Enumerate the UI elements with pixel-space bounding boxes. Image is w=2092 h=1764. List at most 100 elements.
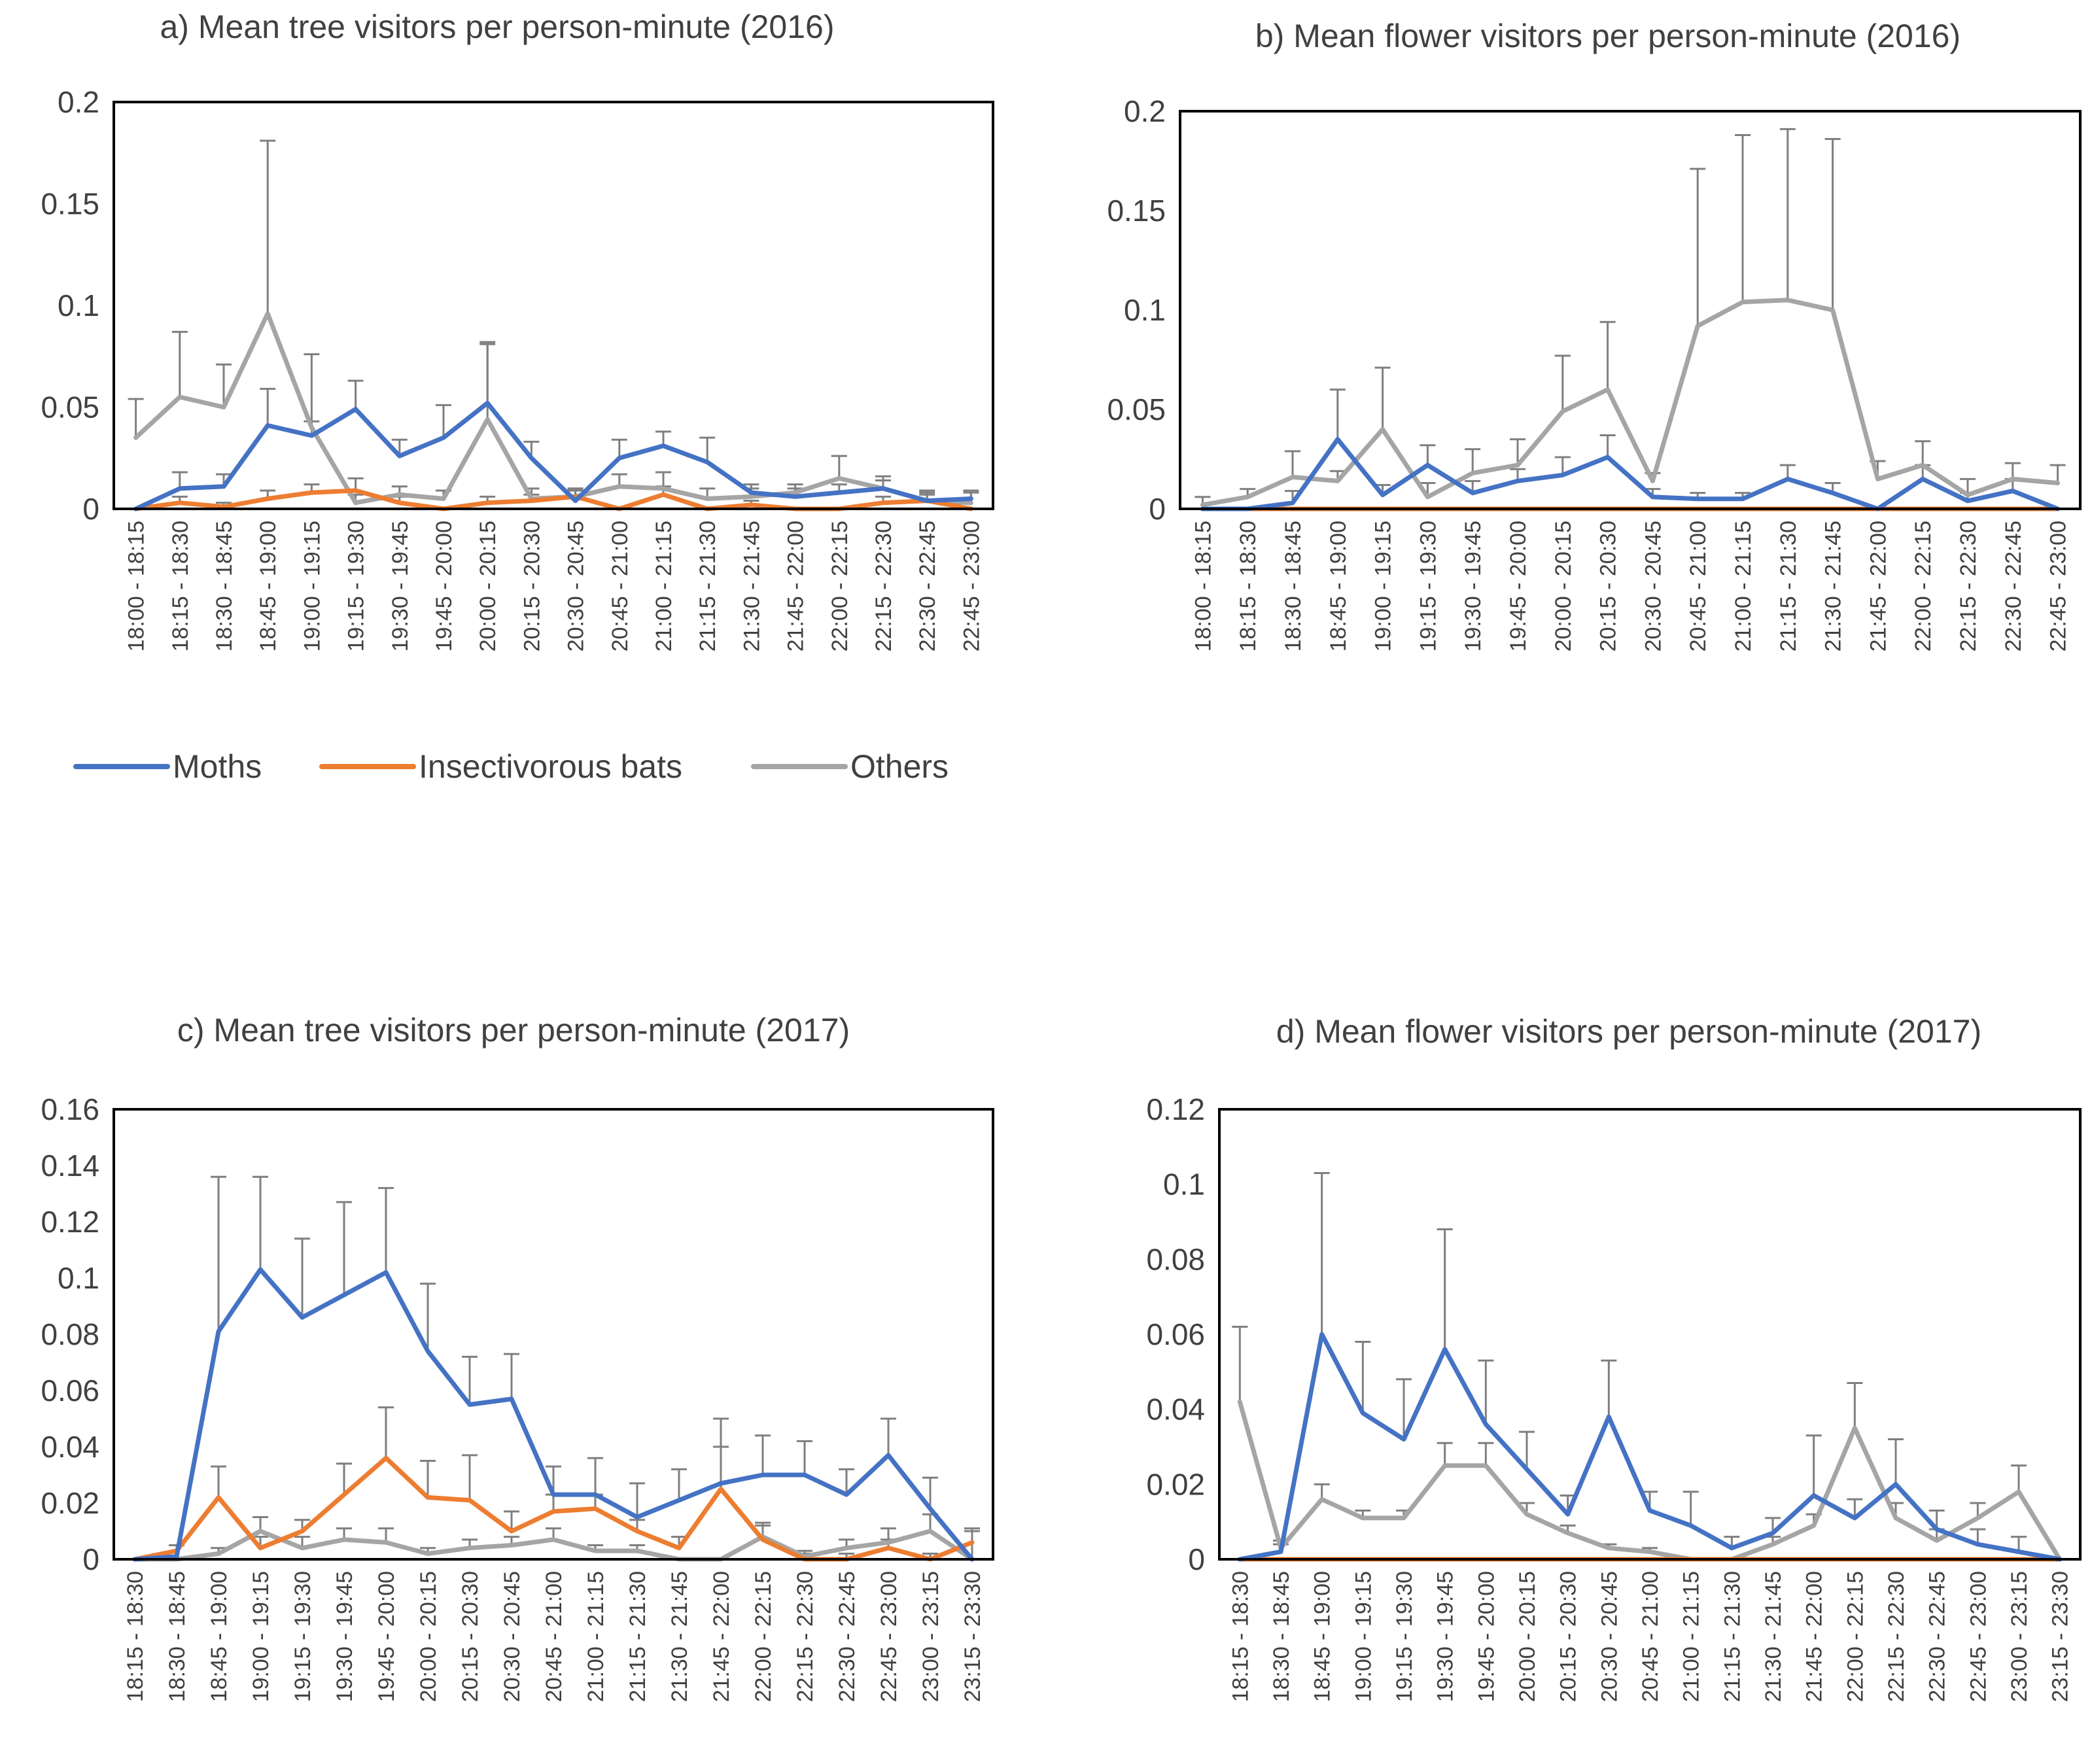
x-tick-label: 21:30 - 21:45	[1821, 521, 1846, 651]
x-tick-label: 19:00 - 19:15	[1371, 521, 1396, 651]
chart-title: b) Mean flower visitors per person-minut…	[1255, 18, 1961, 54]
plot-area-border	[1179, 110, 2082, 510]
y-tick-label: 0.14	[41, 1149, 99, 1183]
legend: Moths Insectivorous bats Others	[73, 748, 949, 785]
x-tick-label: 22:00 - 22:15	[828, 521, 852, 651]
x-tick-label: 21:00 - 21:15	[1731, 521, 1756, 651]
x-tick-label: 18:45 - 19:00	[1326, 521, 1351, 651]
x-tick-label: 22:30 - 22:45	[915, 521, 940, 651]
x-tick-label: 22:15 - 22:30	[1956, 521, 1981, 651]
series-line-moths	[1237, 1332, 2063, 1562]
chart-title: d) Mean flower visitors per person-minut…	[1276, 1013, 1981, 1050]
plot-area-border	[113, 1108, 994, 1561]
x-tick-label: 19:15 - 19:30	[344, 521, 369, 651]
x-tick-label: 20:30 - 20:45	[1641, 521, 1665, 651]
x-tick-label: 22:30 - 22:45	[1925, 1571, 1950, 1702]
x-tick-label: 18:45 - 19:00	[256, 521, 281, 651]
chart-panel-a: a) Mean tree visitors per person-minute …	[41, 9, 994, 651]
x-tick-label: 21:30 - 21:45	[1761, 1571, 1786, 1702]
y-tick-label: 0.05	[1107, 392, 1166, 426]
y-tick-label: 0	[82, 1542, 99, 1576]
x-tick-label: 18:45 - 19:00	[1310, 1571, 1335, 1702]
y-tick-label: 0.15	[1107, 194, 1166, 228]
x-tick-label: 21:00 - 21:15	[652, 521, 676, 651]
chart-panel-d: d) Mean flower visitors per person-minut…	[1146, 1013, 2082, 1702]
y-tick-label: 0.05	[41, 390, 99, 424]
x-tick-label: 22:30 - 22:45	[835, 1571, 860, 1702]
x-tick-label: 21:00 - 21:15	[584, 1571, 608, 1702]
y-tick-label: 0.02	[1146, 1467, 1205, 1501]
legend-label: Insectivorous bats	[419, 748, 682, 785]
y-tick-label: 0	[82, 492, 99, 526]
x-tick-label: 22:00 - 22:15	[1911, 521, 1936, 651]
y-tick-label: 0	[1188, 1542, 1205, 1576]
x-tick-label: 19:30 - 19:45	[1433, 1571, 1458, 1702]
x-tick-label: 19:45 - 20:00	[1506, 521, 1531, 651]
series-line-others	[133, 311, 973, 506]
x-tick-label: 19:45 - 20:00	[374, 1571, 399, 1702]
x-tick-label: 18:15 - 18:30	[123, 1571, 148, 1702]
series-line-others	[1237, 1399, 2063, 1562]
y-tick-label: 0	[1149, 492, 1166, 526]
y-tick-label: 0.2	[1124, 94, 1166, 128]
y-tick-label: 0.04	[41, 1430, 99, 1464]
x-tick-label: 18:30 - 18:45	[1281, 521, 1306, 651]
legend-label: Moths	[173, 748, 262, 785]
x-tick-label: 20:30 - 20:45	[500, 1571, 525, 1702]
y-tick-label: 0.2	[58, 85, 99, 119]
x-tick-label: 21:45 - 22:00	[1866, 521, 1891, 651]
y-tick-label: 0.1	[58, 288, 99, 322]
x-tick-label: 20:00 - 20:15	[416, 1571, 441, 1702]
y-tick-label: 0.1	[1163, 1167, 1205, 1202]
y-tick-label: 0.16	[41, 1092, 99, 1126]
x-tick-label: 20:00 - 20:15	[1551, 521, 1576, 651]
y-tick-label: 0.06	[41, 1374, 99, 1408]
plot-area-border	[1218, 1108, 2082, 1561]
y-tick-label: 0.1	[58, 1261, 99, 1295]
x-tick-label: 18:15 - 18:30	[168, 521, 193, 651]
x-tick-label: 20:45 - 21:00	[1686, 521, 1711, 651]
x-tick-label: 20:15 - 20:30	[519, 521, 544, 651]
x-tick-label: 23:00 - 23:15	[2007, 1571, 2032, 1702]
x-tick-label: 19:30 - 19:45	[1461, 521, 1486, 651]
series-line-moths	[133, 400, 973, 511]
x-tick-label: 20:00 - 20:15	[476, 521, 500, 651]
x-tick-label: 21:15 - 21:30	[1720, 1571, 1745, 1702]
x-tick-label: 23:15 - 23:30	[2048, 1571, 2073, 1702]
x-tick-label: 22:45 - 23:00	[877, 1571, 901, 1702]
x-tick-label: 22:00 - 22:15	[751, 1571, 776, 1702]
x-tick-label: 19:30 - 19:45	[332, 1571, 357, 1702]
y-tick-label: 0.15	[41, 187, 99, 221]
series-line-others	[1200, 298, 2061, 508]
x-tick-label: 20:45 - 21:00	[542, 1571, 567, 1702]
x-tick-label: 21:45 - 22:00	[709, 1571, 734, 1702]
x-tick-label: 18:45 - 19:00	[207, 1571, 232, 1702]
legend-label: Others	[850, 748, 949, 785]
x-tick-label: 22:15 - 22:30	[1884, 1571, 1909, 1702]
x-tick-label: 22:30 - 22:45	[2001, 521, 2026, 651]
x-tick-label: 20:15 - 20:30	[1596, 521, 1621, 651]
x-tick-label: 19:15 - 19:30	[290, 1571, 315, 1702]
chart-panel-c: c) Mean tree visitors per person-minute …	[41, 1012, 994, 1702]
y-tick-label: 0.04	[1146, 1392, 1205, 1427]
x-tick-label: 19:00 - 19:15	[300, 521, 324, 651]
chart-panel-b: b) Mean flower visitors per person-minut…	[1107, 18, 2082, 651]
x-tick-label: 20:45 - 21:00	[1638, 1571, 1663, 1702]
x-tick-label: 19:45 - 20:00	[432, 521, 457, 651]
x-tick-label: 20:00 - 20:15	[1515, 1571, 1540, 1702]
x-tick-label: 22:15 - 22:30	[871, 521, 896, 651]
y-tick-label: 0.12	[1146, 1092, 1205, 1126]
x-tick-label: 19:30 - 19:45	[388, 521, 413, 651]
x-tick-label: 21:15 - 21:30	[625, 1571, 650, 1702]
x-tick-label: 21:15 - 21:30	[695, 521, 720, 651]
x-tick-label: 21:30 - 21:45	[739, 521, 764, 651]
x-tick-label: 18:30 - 18:45	[212, 521, 237, 651]
x-tick-label: 22:45 - 23:00	[959, 521, 984, 651]
chart-title: a) Mean tree visitors per person-minute …	[160, 9, 834, 45]
y-tick-label: 0.1	[1124, 293, 1166, 327]
x-tick-label: 18:30 - 18:45	[1269, 1571, 1294, 1702]
x-tick-label: 22:45 - 23:00	[1966, 1571, 1991, 1702]
y-tick-label: 0.08	[1146, 1242, 1205, 1276]
x-tick-label: 21:45 - 22:00	[1802, 1571, 1827, 1702]
